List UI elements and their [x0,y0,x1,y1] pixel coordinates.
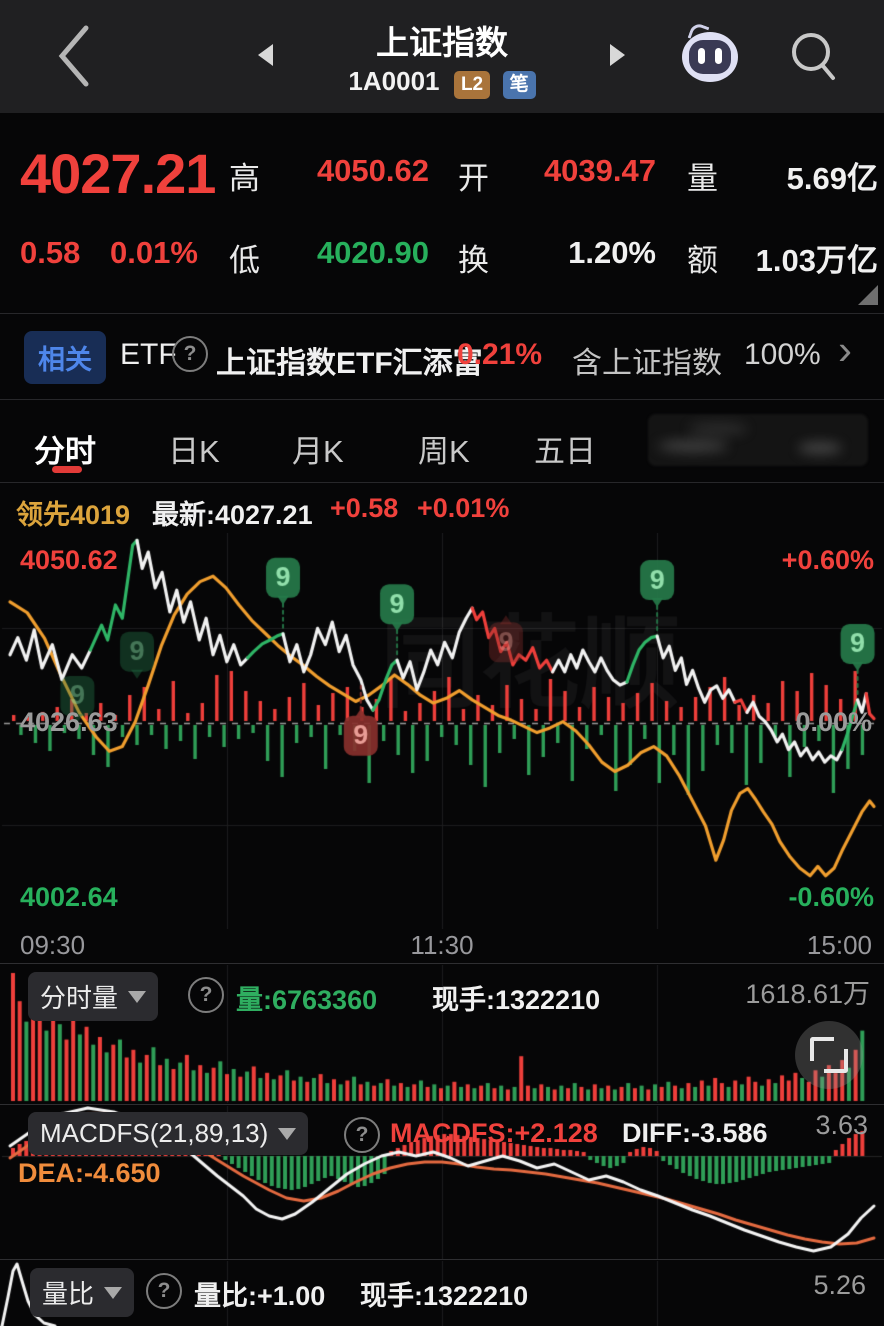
volume-label: 量 [687,161,718,196]
volume-current-lots: 现手:1322210 [432,985,601,1015]
y-axis-high: 4050.62 [20,545,118,575]
volume-indicator-selector[interactable]: 分时量 [28,972,159,1021]
liangbi-current-lots: 现手:1322210 [360,1281,529,1311]
active-tab-underline [52,466,82,473]
liangbi-indicator-name: 量比 [42,1279,95,1309]
question-glyph: ? [199,983,213,1006]
expand-bracket-icon [810,1037,834,1061]
amount-value: 1.03万亿 [755,243,878,278]
low-label: 低 [229,243,260,278]
latest-change-pct: +0.01% [417,493,510,523]
quote-section[interactable]: 4027.21 高 4050.62 开 4039.47 量 5.69亿 0.58… [0,113,884,313]
latest-change: +0.58 [330,493,399,523]
turnover-value: 1.20% [568,235,656,270]
l2-badge[interactable]: L2 [453,71,491,99]
question-glyph: ? [355,1123,369,1146]
change-pct: 0.01% [110,235,198,270]
turnover-label: 换 [458,243,489,278]
y-axis-right-mid: 0.00% [795,707,872,737]
low-value: 4020.90 [316,235,429,270]
question-glyph: ? [157,1279,171,1302]
macd-dea-value: DEA:-4.650 [18,1158,161,1188]
stock-code: 1A0001 [348,66,440,96]
chart-tabs: 分时 日K 月K 周K 五日 [0,400,884,482]
minute-chart-info: 领先4019 最新:4027.21 +0.58 +0.01% [0,483,884,533]
assistant-robot-icon[interactable] [680,21,740,84]
high-label: 高 [229,161,260,196]
change-value: 0.58 [20,235,81,270]
next-stock-icon[interactable] [610,44,625,66]
robot-eye [715,48,722,64]
related-tag: 相关 [24,331,106,384]
etf-chevron-right-icon[interactable]: › [838,326,852,373]
y-axis-right-low: -0.60% [788,882,874,912]
page-title: 上证指数 [376,24,508,61]
tab-five-day[interactable]: 五日 [534,434,596,469]
amount-label: 额 [687,243,718,278]
macd-help-icon[interactable]: ? [344,1117,380,1153]
back-icon[interactable] [52,22,96,90]
tab-blurred[interactable] [648,414,868,466]
robot-eye [698,48,705,64]
high-value: 4050.62 [316,153,429,188]
liangbi-scale-max: 5.26 [813,1270,866,1300]
tab-weekly-k[interactable]: 周K [418,434,470,469]
open-label: 开 [458,161,489,196]
expand-quote-handle-icon[interactable] [858,285,878,305]
time-close: 15:00 [806,930,872,960]
volume-scale-max: 1618.61万 [745,979,870,1009]
macd-diff-value: DIFF:-3.586 [622,1118,768,1148]
volume-value: 5.69亿 [786,161,878,196]
y-axis-right-high: +0.60% [781,545,874,575]
time-axis: 09:30 11:30 15:00 [0,930,884,963]
related-etf-row[interactable]: 相关 ETF ? 上证指数ETF汇添富 0.21% 含上证指数 100% › [0,314,884,399]
minute-chart-canvas[interactable] [0,533,884,929]
fullscreen-expand-button[interactable] [795,1021,863,1089]
latest-value: 最新:4027.21 [152,500,313,530]
time-open: 09:30 [20,930,86,960]
etf-holding: 100% [744,338,821,371]
prev-stock-icon[interactable] [258,44,273,66]
y-axis-mid: 4026.63 [20,707,118,737]
last-price: 4027.21 [20,142,216,205]
volume-indicator-name: 分时量 [40,983,119,1013]
tab-daily-k[interactable]: 日K [168,434,220,469]
search-icon[interactable] [786,28,842,86]
tab-minute[interactable]: 分时 [34,434,96,469]
header-bar: 上证指数 1A0001 L2 笔 [0,0,884,113]
robot-face [689,40,731,74]
etf-pct: 0.21% [457,338,543,371]
etf-label: ETF [120,338,177,371]
macd-value: MACDFS:+2.128 [390,1118,598,1148]
tab-monthly-k[interactable]: 月K [292,434,344,469]
liangbi-value: 量比:+1.00 [194,1281,326,1311]
liangbi-indicator-selector[interactable]: 量比 [30,1268,135,1317]
volume-help-icon[interactable]: ? [188,977,224,1013]
expand-bracket-icon [824,1049,848,1073]
chevron-down-icon [104,1286,123,1299]
lead-value: 领先4019 [16,500,131,530]
etf-name: 上证指数ETF汇添富 [216,347,483,380]
etf-holding-label: 含上证指数 [572,347,722,380]
macd-indicator-selector[interactable]: MACDFS(21,89,13) [28,1112,309,1155]
subtitle-row: 1A0001 L2 笔 [0,66,884,99]
chevron-down-icon [278,1127,297,1140]
bi-badge[interactable]: 笔 [502,71,536,99]
open-value: 4039.47 [543,153,656,188]
macd-scale-max: 3.63 [815,1110,868,1140]
y-axis-low: 4002.64 [20,882,118,912]
question-glyph: ? [183,342,197,365]
time-mid: 11:30 [410,930,474,960]
etf-help-icon[interactable]: ? [172,336,208,372]
macd-indicator-name: MACDFS(21,89,13) [40,1118,269,1148]
volume-total: 量:6763360 [236,985,378,1015]
liangbi-help-icon[interactable]: ? [146,1273,182,1309]
chevron-down-icon [128,990,147,1003]
